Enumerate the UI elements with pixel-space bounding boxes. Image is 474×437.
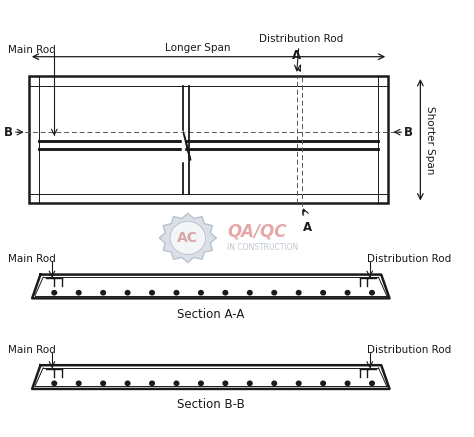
- Circle shape: [272, 291, 276, 295]
- Circle shape: [150, 381, 155, 385]
- Polygon shape: [32, 365, 390, 389]
- Circle shape: [370, 291, 374, 295]
- Circle shape: [345, 381, 350, 385]
- Text: Distribution Rod: Distribution Rod: [367, 254, 452, 264]
- Circle shape: [150, 291, 155, 295]
- Polygon shape: [32, 274, 390, 298]
- Text: B: B: [404, 125, 413, 139]
- Text: Section A-A: Section A-A: [177, 308, 245, 321]
- Circle shape: [321, 291, 326, 295]
- Circle shape: [370, 381, 374, 385]
- Circle shape: [174, 291, 179, 295]
- Text: A: A: [292, 49, 301, 62]
- Circle shape: [223, 381, 228, 385]
- Circle shape: [76, 291, 81, 295]
- Circle shape: [199, 381, 203, 385]
- Circle shape: [321, 381, 326, 385]
- Circle shape: [101, 381, 105, 385]
- Circle shape: [223, 291, 228, 295]
- Circle shape: [171, 222, 204, 253]
- Text: Distribution Rod: Distribution Rod: [367, 345, 452, 355]
- Text: Longer Span: Longer Span: [165, 43, 230, 53]
- Text: Shorter Span: Shorter Span: [426, 106, 436, 174]
- Bar: [29, 76, 388, 203]
- Circle shape: [174, 381, 179, 385]
- Circle shape: [52, 291, 56, 295]
- Circle shape: [247, 381, 252, 385]
- Circle shape: [296, 381, 301, 385]
- Circle shape: [101, 291, 105, 295]
- Text: Main Rod: Main Rod: [8, 345, 56, 355]
- Circle shape: [125, 291, 130, 295]
- Text: Section B-B: Section B-B: [177, 399, 245, 411]
- Text: A: A: [303, 221, 312, 234]
- Text: Main Rod: Main Rod: [8, 254, 56, 264]
- Circle shape: [296, 291, 301, 295]
- Circle shape: [272, 381, 276, 385]
- Polygon shape: [159, 213, 216, 263]
- Circle shape: [52, 381, 56, 385]
- Text: QA/QC: QA/QC: [227, 222, 286, 240]
- Circle shape: [76, 381, 81, 385]
- Text: Distribution Rod: Distribution Rod: [259, 34, 343, 44]
- Circle shape: [125, 381, 130, 385]
- Text: B: B: [4, 125, 13, 139]
- Text: AC: AC: [177, 231, 198, 245]
- Text: IN CONSTRUCTION: IN CONSTRUCTION: [227, 243, 298, 252]
- Text: Main Rod: Main Rod: [8, 45, 56, 55]
- Circle shape: [199, 291, 203, 295]
- Circle shape: [345, 291, 350, 295]
- Circle shape: [247, 291, 252, 295]
